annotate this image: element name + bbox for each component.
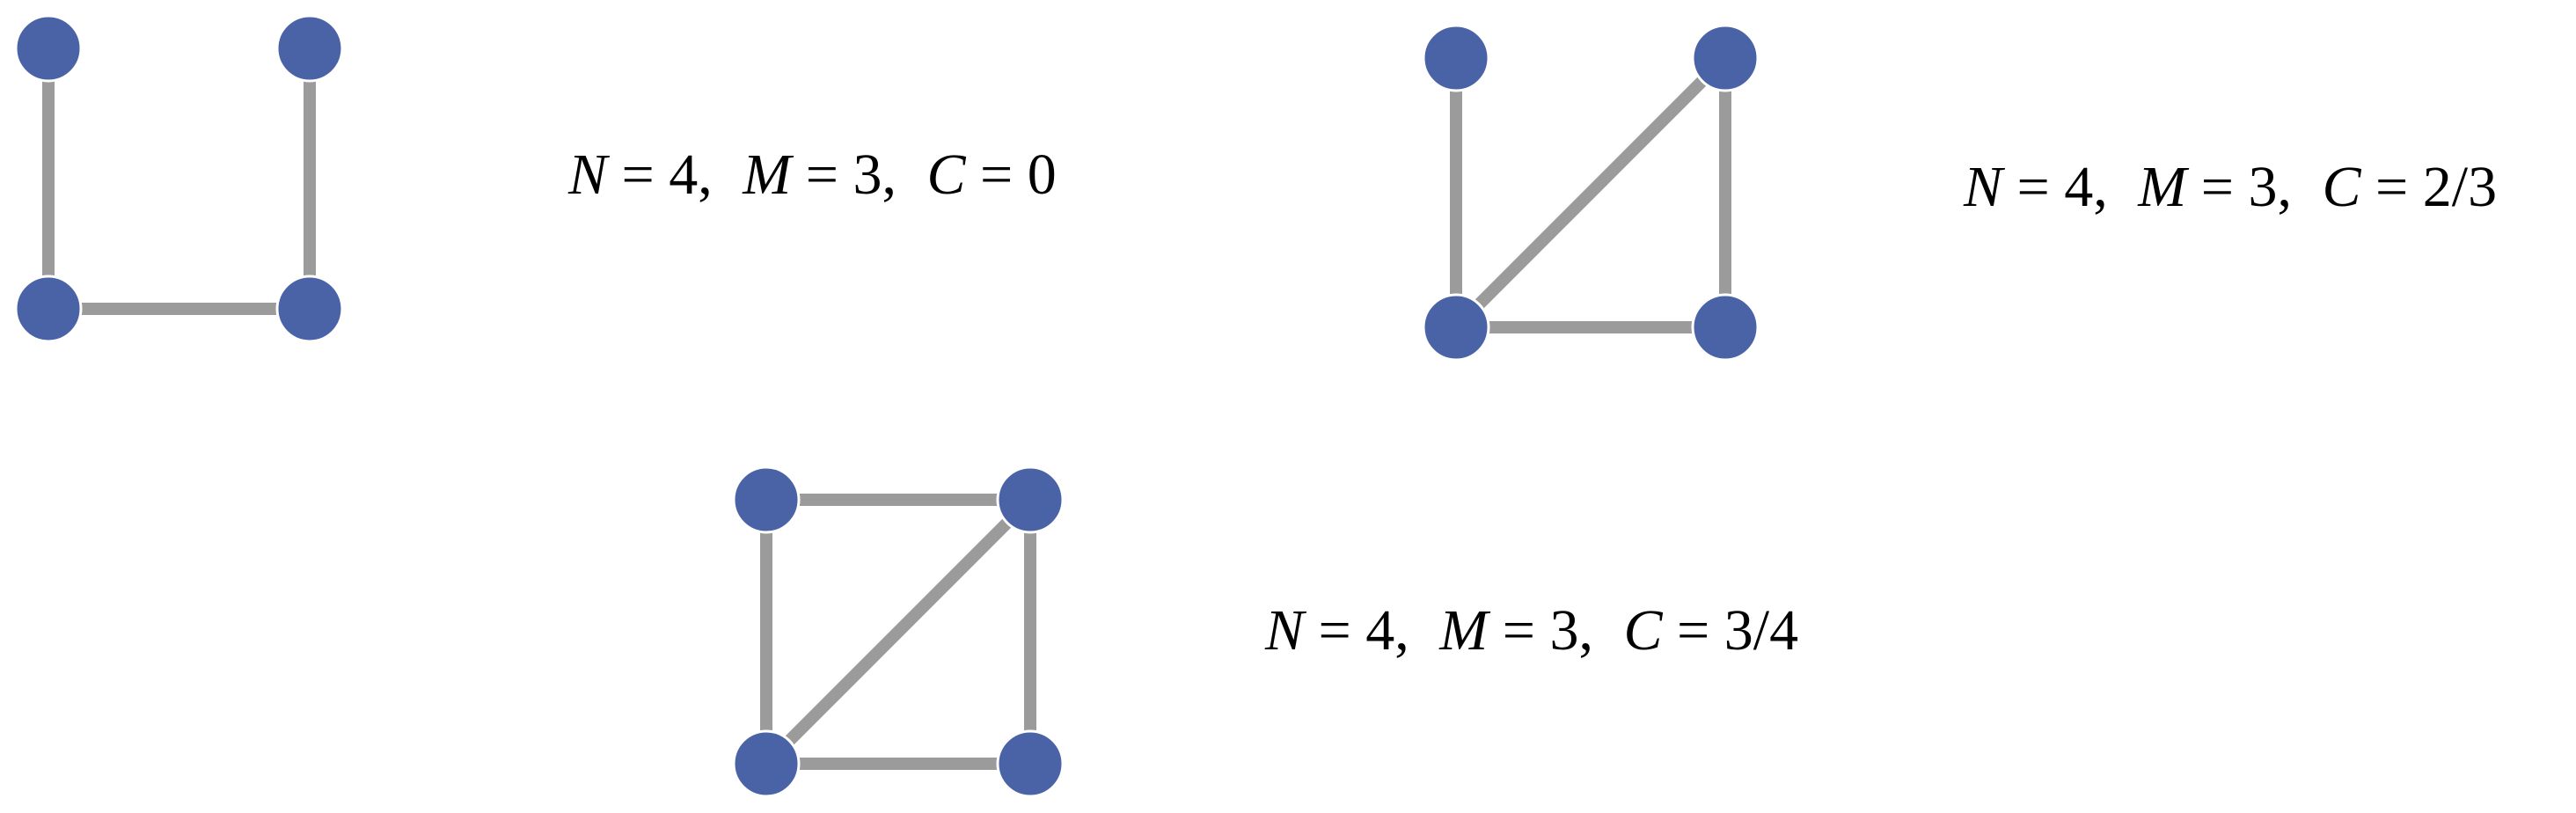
graph-3-edge-b-c (762, 495, 1035, 768)
graph-1-formula: N = 4, M = 3, C = 0 (568, 143, 1057, 207)
m-symbol: M (743, 143, 792, 207)
graph-2 (1422, 24, 1760, 362)
n-symbol: N (1265, 598, 1305, 663)
graph-1-node-b (275, 14, 344, 83)
c-value: 0 (1027, 143, 1057, 207)
graph-3-formula: N = 4, M = 3, C = 3/4 (1265, 598, 1799, 663)
m-value: 3 (2248, 155, 2278, 219)
graph-2-node-c (1422, 293, 1490, 362)
m-symbol: M (2138, 155, 2187, 219)
n-value: 4 (1365, 598, 1395, 663)
c-value: 3/4 (1723, 598, 1799, 663)
m-value: 3 (1549, 598, 1579, 663)
c-value: 2/3 (2422, 155, 2498, 219)
graph-3-node-a (732, 465, 801, 534)
m-symbol: M (1439, 598, 1489, 663)
n-value: 4 (2064, 155, 2094, 219)
graph-2-formula: N = 4, M = 3, C = 2/3 (1964, 155, 2498, 219)
graph-3-node-b (996, 465, 1065, 534)
graph-3-node-d (996, 729, 1065, 798)
n-symbol: N (1964, 155, 2003, 219)
graph-3 (732, 465, 1065, 798)
c-symbol: C (926, 143, 966, 207)
graph-3-node-c (732, 729, 801, 798)
m-value: 3 (853, 143, 882, 207)
n-symbol: N (568, 143, 608, 207)
graph-1-node-a (14, 14, 83, 83)
graph-2-node-d (1691, 293, 1760, 362)
n-value: 4 (669, 143, 699, 207)
graph-1-node-d (275, 275, 344, 343)
graph-1 (14, 14, 344, 343)
c-symbol: C (2322, 155, 2361, 219)
graph-1-node-c (14, 275, 83, 343)
graph-2-node-a (1422, 24, 1490, 92)
c-symbol: C (1623, 598, 1663, 663)
graph-2-node-b (1691, 24, 1760, 92)
graph-2-edge-b-c (1452, 54, 1730, 332)
